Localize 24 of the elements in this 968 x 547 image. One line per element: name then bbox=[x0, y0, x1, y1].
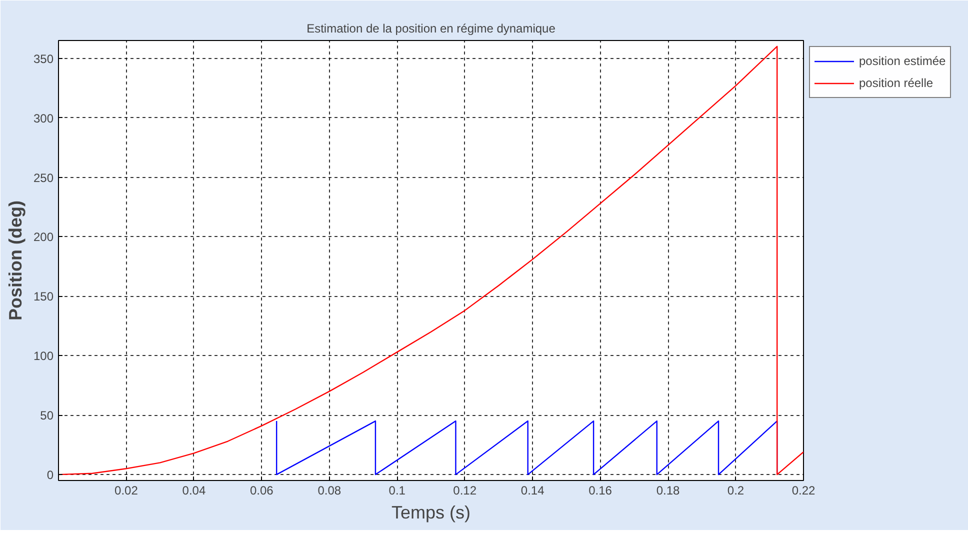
y-tick-label: 0 bbox=[46, 468, 54, 482]
legend-label: position estimée bbox=[859, 54, 946, 68]
y-tick-label: 50 bbox=[40, 408, 54, 423]
legend-label: position réelle bbox=[859, 76, 934, 90]
x-tick-label: 0.22 bbox=[792, 484, 816, 498]
x-tick-label: 0.14 bbox=[520, 484, 545, 498]
x-tick-label: 0.2 bbox=[727, 484, 744, 498]
y-tick-label: 250 bbox=[33, 170, 54, 185]
x-tick-label: 0.1 bbox=[388, 484, 406, 498]
x-tick-label: 0.04 bbox=[182, 484, 206, 498]
x-axis-title: Temps (s) bbox=[392, 502, 471, 522]
x-tick-label: 0.16 bbox=[588, 484, 612, 498]
x-tick-label: 0.06 bbox=[250, 484, 274, 498]
y-tick-label: 300 bbox=[33, 111, 54, 126]
y-tick-label: 100 bbox=[33, 349, 54, 364]
y-tick-label: 350 bbox=[33, 52, 54, 66]
chart-title: Estimation de la position en régime dynamique bbox=[306, 22, 556, 36]
y-tick-label: 150 bbox=[33, 290, 54, 304]
x-tick-label: 0.08 bbox=[318, 484, 342, 498]
x-tick-label: 0.12 bbox=[453, 484, 477, 498]
y-tick-label: 200 bbox=[33, 230, 54, 244]
y-axis-title: Position (deg) bbox=[5, 200, 26, 320]
x-tick-label: 0.02 bbox=[114, 484, 138, 498]
x-tick-label: 0.18 bbox=[656, 484, 680, 498]
